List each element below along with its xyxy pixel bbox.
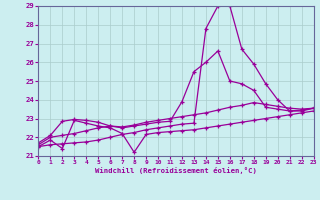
X-axis label: Windchill (Refroidissement éolien,°C): Windchill (Refroidissement éolien,°C)	[95, 167, 257, 174]
